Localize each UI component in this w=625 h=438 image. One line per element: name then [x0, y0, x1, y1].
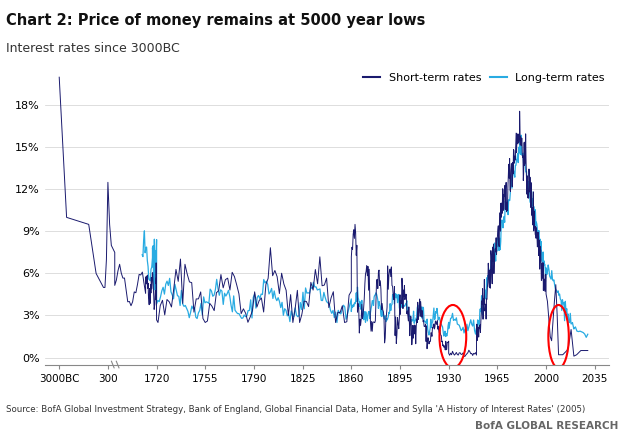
- Text: Interest rates since 3000BC: Interest rates since 3000BC: [6, 42, 180, 55]
- Legend: Short-term rates, Long-term rates: Short-term rates, Long-term rates: [359, 69, 609, 88]
- Text: Source: BofA Global Investment Strategy, Bank of England, Global Financial Data,: Source: BofA Global Investment Strategy,…: [6, 405, 586, 414]
- Text: BofA GLOBAL RESEARCH: BofA GLOBAL RESEARCH: [476, 421, 619, 431]
- Text: Chart 2: Price of money remains at 5000 year lows: Chart 2: Price of money remains at 5000 …: [6, 13, 426, 28]
